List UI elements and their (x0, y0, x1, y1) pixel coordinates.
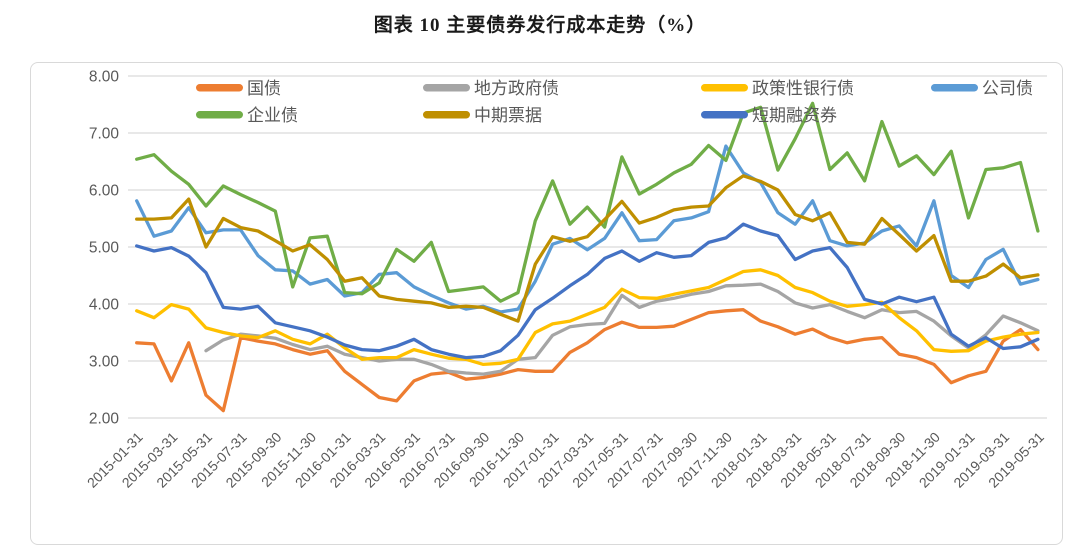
y-axis-tick-label: 7.00 (89, 126, 120, 143)
series-line-短期融资券 (135, 222, 1040, 360)
legend-swatch-政策性银行债 (701, 84, 748, 92)
y-axis-tick-label: 5.00 (89, 240, 120, 257)
legend-swatch-公司债 (931, 84, 978, 92)
series-line-国债 (135, 308, 1040, 413)
legend-swatch-中期票据 (423, 111, 470, 119)
chart-title: 图表 10 主要债券发行成本走势（%） (373, 15, 707, 36)
legend-label-短期融资券: 短期融资券 (752, 106, 837, 125)
y-axis-tick-label: 6.00 (89, 183, 120, 200)
y-axis-tick-label: 2.00 (89, 411, 120, 428)
legend-label-政策性银行债: 政策性银行债 (752, 79, 854, 98)
y-axis-tick-label: 4.00 (89, 297, 120, 314)
legend-label-企业债: 企业债 (247, 106, 298, 125)
legend-swatch-地方政府债 (423, 84, 470, 92)
legend-label-地方政府债: 地方政府债 (474, 79, 559, 98)
y-axis-tick-label: 3.00 (89, 354, 120, 371)
legend-label-中期票据: 中期票据 (474, 106, 542, 125)
legend-label-国债: 国债 (247, 79, 281, 98)
series-line-中期票据 (135, 174, 1040, 323)
legend-swatch-企业债 (196, 111, 243, 119)
legend-swatch-国债 (196, 84, 243, 92)
line-chart: 8.007.006.005.004.003.002.002015-01-3120… (84, 69, 1047, 491)
legend-label-公司债: 公司债 (982, 79, 1033, 98)
series-line-企业债 (135, 101, 1040, 303)
chart-container: 8.00 7.00 6.00 5.00 4.00 3.00 2.00 2015-01-31 20… (30, 62, 1063, 545)
series-line-公司债 (135, 144, 1040, 314)
series-line-政策性银行债 (135, 268, 1040, 367)
legend-swatch-短期融资券 (701, 111, 748, 119)
y-axis-tick-label: 8.00 (89, 69, 120, 86)
series-line-地方政府债 (204, 282, 1040, 376)
